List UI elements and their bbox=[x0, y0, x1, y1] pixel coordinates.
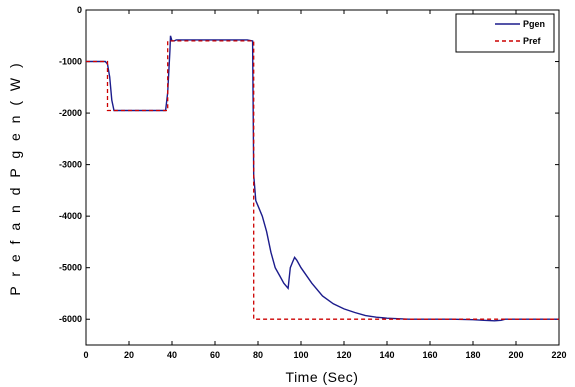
y-tick-label: -3000 bbox=[59, 160, 82, 170]
x-tick-label: 140 bbox=[379, 350, 394, 360]
y-axis-title: P r e f a n d P g e n ( W ) bbox=[7, 60, 23, 295]
x-tick-label: 60 bbox=[210, 350, 220, 360]
y-tick-label: -1000 bbox=[59, 57, 82, 67]
series-layer bbox=[86, 35, 559, 322]
x-tick-label: 20 bbox=[124, 350, 134, 360]
legend-box bbox=[455, 13, 555, 53]
series-line-pref bbox=[86, 40, 559, 320]
x-tick-label: 80 bbox=[253, 350, 263, 360]
legend-pref-label: Pref bbox=[523, 36, 542, 46]
x-tick-label: 120 bbox=[336, 350, 351, 360]
x-tick-label: 200 bbox=[508, 350, 523, 360]
plot-area bbox=[85, 9, 560, 346]
x-tick-label: 180 bbox=[465, 350, 480, 360]
x-tick-label: 40 bbox=[167, 350, 177, 360]
y-tick-label: 0 bbox=[77, 5, 82, 15]
y-tick-label: -4000 bbox=[59, 211, 82, 221]
x-tick-label: 100 bbox=[293, 350, 308, 360]
legend: Pgen Pref bbox=[455, 13, 555, 53]
y-tick-label: -2000 bbox=[59, 108, 82, 118]
y-tick-label: -6000 bbox=[59, 314, 82, 324]
x-tick-label: 160 bbox=[422, 350, 437, 360]
ticks-layer: 0 20 40 60 80 100 120 140 160 180 200 220 0 -1000 -200… bbox=[59, 5, 567, 360]
legend-pgen-label: Pgen bbox=[523, 19, 545, 29]
y-tick-label: -5000 bbox=[59, 263, 82, 273]
x-axis-title: Time (Sec) bbox=[286, 369, 359, 385]
x-tick-label: 0 bbox=[83, 350, 88, 360]
x-tick-label: 220 bbox=[551, 350, 566, 360]
